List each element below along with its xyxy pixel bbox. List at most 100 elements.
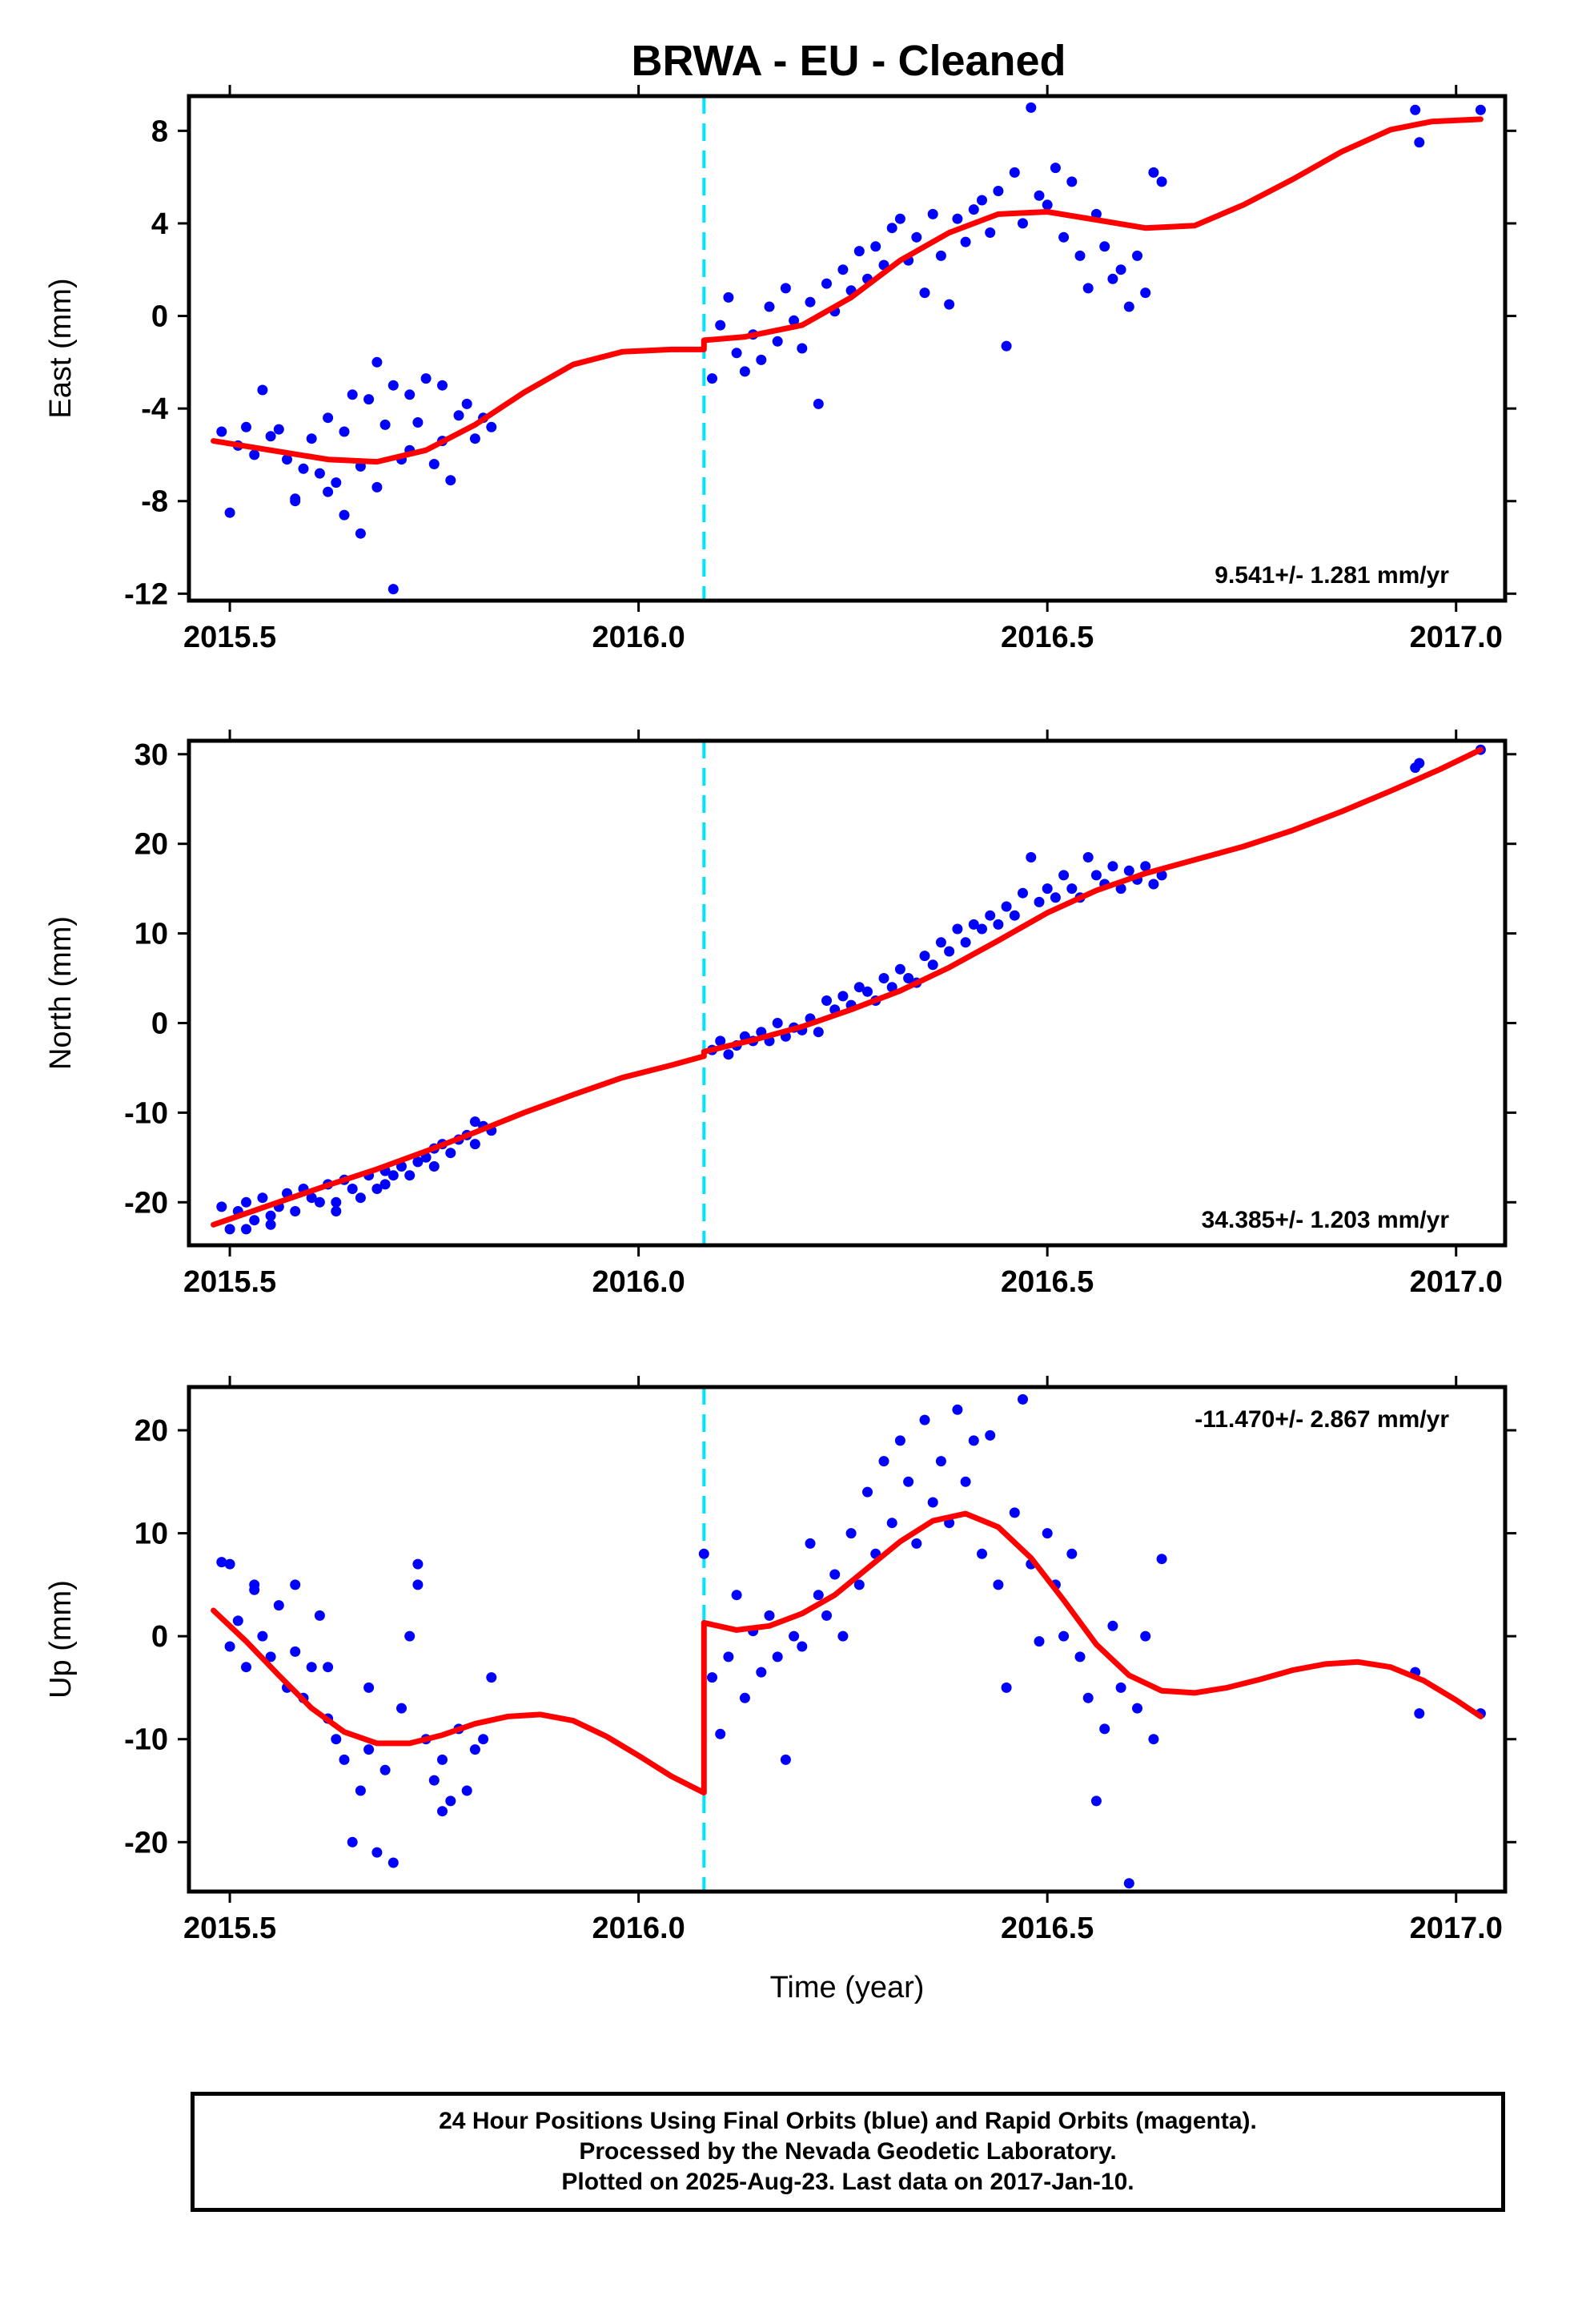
north-data-point xyxy=(290,1206,301,1216)
north-data-point xyxy=(1050,892,1061,903)
east-data-point xyxy=(404,389,416,400)
east-data-point xyxy=(469,433,480,444)
north-data-point xyxy=(894,963,905,975)
north-data-point xyxy=(371,1184,383,1194)
north-data-point xyxy=(960,937,971,948)
north-data-point xyxy=(404,1170,416,1181)
east-panel: 2015.5 2016.0 2016.5 2017.0 8 4 0 -4 -8 -12 East (… xyxy=(44,85,1516,654)
east-ytick-label: -8 xyxy=(141,485,168,519)
north-ytick-label: -10 xyxy=(124,1096,168,1130)
up-data-point xyxy=(355,1785,366,1796)
up-data-point xyxy=(927,1497,938,1508)
footer-line-1: 24 Hour Positions Using Final Orbits (bl… xyxy=(439,2108,1257,2134)
up-data-point xyxy=(257,1630,268,1642)
north-data-point xyxy=(355,1192,366,1204)
north-data-point xyxy=(723,1049,734,1060)
up-data-point xyxy=(469,1744,480,1755)
up-data-point xyxy=(829,1569,841,1580)
up-data-point xyxy=(756,1667,767,1678)
north-data-point xyxy=(1066,883,1078,895)
up-data-point xyxy=(707,1672,717,1683)
north-data-point xyxy=(1058,870,1070,881)
up-data-point xyxy=(723,1651,734,1663)
up-rate-label: -11.470+/- 2.867 mm/yr xyxy=(1195,1406,1449,1433)
east-data-point xyxy=(813,398,824,409)
north-xtick-label: 2015.5 xyxy=(183,1265,276,1299)
east-data-point xyxy=(428,459,440,469)
north-xtick-label: 2017.0 xyxy=(1410,1265,1503,1299)
north-data-point xyxy=(314,1196,325,1208)
north-data-point xyxy=(1009,910,1020,921)
north-data-point xyxy=(224,1224,235,1235)
up-data-point xyxy=(437,1754,448,1765)
up-data-point xyxy=(911,1538,922,1549)
east-ytick-label: -12 xyxy=(124,577,168,611)
up-data-point xyxy=(853,1579,865,1590)
north-data-point xyxy=(265,1210,276,1221)
east-data-point xyxy=(339,426,350,437)
north-data-point xyxy=(772,1018,783,1028)
footer-line-3: Plotted on 2025-Aug-23. Last data on 201… xyxy=(561,2169,1134,2195)
east-data-point xyxy=(715,320,726,331)
up-ytick-label: 10 xyxy=(135,1518,168,1551)
up-data-point xyxy=(445,1795,456,1807)
up-data-point xyxy=(919,1414,930,1425)
east-data-point xyxy=(420,373,432,384)
up-data-point xyxy=(428,1775,440,1786)
east-data-point xyxy=(886,223,897,234)
east-data-point xyxy=(355,528,366,539)
up-data-point xyxy=(780,1754,791,1765)
up-data-point xyxy=(977,1548,987,1559)
east-data-point xyxy=(927,208,938,219)
east-data-point xyxy=(797,343,808,354)
up-data-point xyxy=(1414,1708,1425,1719)
up-data-point xyxy=(960,1476,971,1487)
up-data-point xyxy=(404,1630,416,1642)
east-data-point xyxy=(437,380,448,391)
up-xlabel: Time (year) xyxy=(770,1971,925,2004)
east-data-point xyxy=(756,354,767,365)
east-ytick-label: -4 xyxy=(141,392,168,426)
up-data-point xyxy=(323,1662,334,1673)
up-data-point xyxy=(363,1744,375,1755)
north-data-point xyxy=(331,1206,342,1216)
north-data-point xyxy=(469,1116,480,1128)
east-data-point xyxy=(241,421,251,432)
east-data-point xyxy=(870,241,881,252)
east-data-point xyxy=(1018,218,1028,229)
up-data-point xyxy=(993,1579,1004,1590)
up-xtick-label: 2017.0 xyxy=(1410,1912,1503,1945)
east-model-line xyxy=(211,116,1484,465)
up-data-point xyxy=(331,1734,342,1745)
east-data-point xyxy=(1001,340,1012,352)
north-data-point xyxy=(977,923,987,935)
east-xtick-label: 2017.0 xyxy=(1410,621,1503,654)
up-data-point xyxy=(1082,1692,1094,1703)
north-data-point xyxy=(927,959,938,971)
east-data-point xyxy=(363,394,375,405)
east-data-point xyxy=(977,195,987,206)
up-data-point xyxy=(789,1630,800,1642)
north-data-point xyxy=(216,1201,227,1212)
east-data-point xyxy=(1107,273,1118,284)
north-data-point xyxy=(347,1184,358,1194)
north-rate-label: 34.385+/- 1.203 mm/yr xyxy=(1202,1207,1450,1233)
east-data-point xyxy=(731,348,742,359)
up-data-point xyxy=(772,1651,783,1663)
north-data-point xyxy=(331,1196,342,1208)
east-xtick-label: 2016.5 xyxy=(1001,621,1094,654)
east-data-point xyxy=(387,584,399,595)
east-data-point xyxy=(379,419,391,430)
north-data-point xyxy=(241,1196,251,1208)
north-data-point xyxy=(1115,883,1126,895)
up-data-point xyxy=(232,1615,243,1626)
up-data-point xyxy=(1074,1651,1086,1663)
east-data-point xyxy=(1009,167,1020,178)
east-data-point xyxy=(1042,199,1053,211)
up-data-point xyxy=(878,1456,889,1467)
east-ytick-label: 8 xyxy=(151,115,168,148)
north-data-point xyxy=(935,937,946,948)
up-data-point xyxy=(216,1557,227,1568)
east-data-point xyxy=(1115,264,1126,275)
